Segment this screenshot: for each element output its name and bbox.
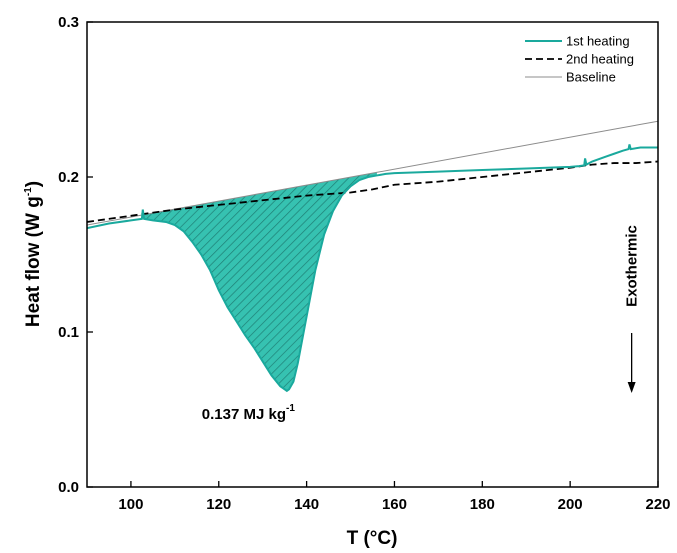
x-tick-label-120: 120	[206, 496, 231, 513]
x-tick-label-100: 100	[118, 496, 143, 513]
exothermic-label: Exothermic	[624, 225, 641, 307]
integrated-peak-area-layer	[142, 172, 377, 391]
y-tick-label-3: 0.3	[58, 14, 79, 31]
x-tick-label-220: 220	[645, 496, 670, 513]
x-tick-label-160: 160	[382, 496, 407, 513]
y-axis-title: Heat flow (W g-1)	[23, 181, 44, 327]
series-layer	[87, 120, 658, 393]
x-tick-label-180: 180	[470, 496, 495, 513]
series-line-2nd-heating	[87, 160, 658, 223]
y-tick-label-2: 0.2	[58, 169, 79, 186]
y-tick-label-0: 0.0	[58, 479, 79, 496]
legend: 1st heating 2nd heating Baseline	[525, 34, 634, 85]
series-line-baseline	[87, 120, 658, 226]
exothermic-indicator: Exothermic	[624, 225, 641, 393]
legend-label-2: Baseline	[566, 70, 616, 85]
x-tick-label-140: 140	[294, 496, 319, 513]
series-line-1st-heating	[87, 144, 658, 393]
axis-layer: 100 120 140 160 180 200 220 0.0 0.1 0.2 0.3	[58, 14, 670, 513]
peak-enthalpy-label: 0.137 MJ kg-1	[202, 403, 296, 423]
legend-label-0: 1st heating	[566, 34, 630, 49]
x-tick-label-200: 200	[558, 496, 583, 513]
integrated-peak-area	[142, 172, 377, 391]
legend-label-1: 2nd heating	[566, 52, 634, 67]
x-axis-title: T (°C)	[347, 528, 398, 549]
y-tick-label-1: 0.1	[58, 324, 79, 341]
plot-frame	[86, 21, 659, 488]
exothermic-arrow-head	[627, 382, 636, 393]
